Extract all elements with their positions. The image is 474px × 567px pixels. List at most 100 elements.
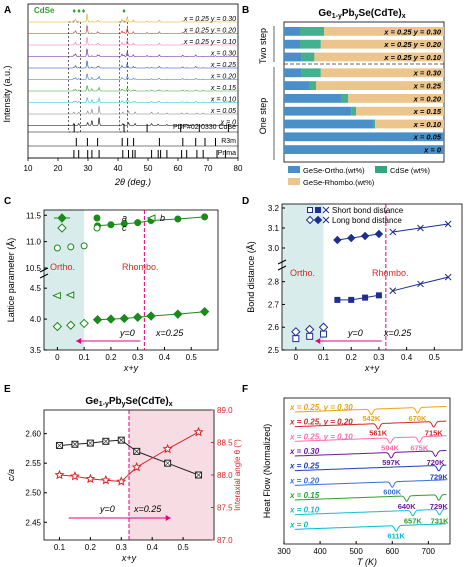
legend-marker-b [322,206,330,214]
xrd-curve [28,85,238,92]
data-point-ca-x [87,439,94,447]
y-axis-label-c: Lattice parameter (Å) [6,238,16,323]
data-point-ca-x [102,438,110,445]
formula-part: x [169,401,173,408]
x-axis-label-e: x+y [121,553,137,563]
xrd-series-labels: x = 0.25 y = 0.30 x = 0.25 y = 0.20 x = 0.… [183,16,236,127]
data-point [360,231,370,241]
y-tick-label-c: 4.0 [30,315,42,324]
peak-label: 731K [431,517,450,526]
data-point-c [120,220,128,228]
phase-bar [316,81,444,90]
formula-title-b: Ge1-yPbySe(CdTe)x [318,8,405,20]
data-point-a [119,313,130,324]
panel-b: B Ge1-yPbySe(CdTe)x x = 0.25 y = 0.30x =… [242,5,445,187]
legend-marker-b [322,216,330,224]
x-tick-label-e: 0.1 [54,543,66,552]
xrd-series-label: x = 0.05 [210,108,236,115]
formula-part: Ge [85,396,99,407]
xrd-series-label: x = 0.30 [210,51,236,58]
data-point-a [132,312,143,322]
data-point-theta [162,443,173,454]
x-tick-label-a: 80 [234,164,243,173]
panel-letter-b: B [242,5,249,16]
x-axis-a: 10 20 30 40 50 60 70 80 [24,158,243,173]
peak-label: 597K [382,458,401,467]
data-point-theta [54,469,65,480]
legend-label: Long bond distance [332,216,402,225]
panel-letter-a: A [4,5,11,16]
x-tick-label-d: 0.1 [318,353,330,362]
data-point-theta [85,473,96,484]
y-tick-label-right-e: 89.0 [217,406,233,415]
x-tick-label-e: 0.3 [116,543,128,552]
x-tick-label-d: 0.3 [373,353,385,362]
panel-letter-f: F [242,384,248,395]
data-point-c [67,243,75,251]
y-tick-label-c: 3.5 [30,346,42,355]
xrd-series-label: x = 0.25 y = 0.30 [183,16,236,23]
dsc-series-label: x = 0.25, y = 0.10 [289,432,353,441]
phase-bar [375,119,444,129]
xrd-curve [28,36,238,46]
x-tick-label-c: 0.3 [132,353,144,362]
reference-label: Pnma [218,150,236,157]
panel-letter-d: D [242,196,249,207]
y-tick-label-d: 2.8 [268,278,280,287]
plot-frame-f [283,397,451,545]
peak-label: 600K [383,487,402,496]
peak-label: 594K [381,443,400,452]
y-tick-label-d: 3.2 [268,204,280,213]
data-point-theta [193,426,204,437]
legend-marker-c [93,214,101,222]
x-tick-label-a: 10 [24,164,33,173]
dsc-curve [294,420,447,430]
x-tick-label-d: 0.4 [401,353,413,362]
dsc-curve [294,494,447,503]
cdse-marker: ♦ [82,8,86,15]
dsc-series-label: x = 0 [289,520,309,529]
label-y0: y=0 [119,328,135,338]
xrd-curves: ♦ ♦ ♦ ♦ [28,8,238,133]
legend-label: CdSe (wt%) [390,166,431,175]
data-point [417,224,424,232]
data-point-ca-x [133,448,140,455]
y-tick-label-e: 2.60 [25,430,41,439]
data-point-b [444,273,452,281]
phase-bar [284,145,444,154]
dsc-series-label: x = 0.20 [289,476,320,485]
data-point [374,229,384,239]
series-line [337,233,379,241]
phase-bar [300,27,324,36]
xrd-series-label: x = 0.25 [210,62,236,69]
y-axis-label-e: c/a [6,469,16,481]
data-point [292,335,300,343]
y-axis-label-right-e: Interaxial angle θ (°) [233,439,242,511]
legend-swatch [288,178,300,185]
y-tick-label-right-e: 87.5 [217,504,233,513]
bar-category-label: x = 0.30 [413,69,442,78]
data-point-theta [131,461,142,472]
y-tick-label-c: 11.5 [26,211,42,220]
legend-marker-b [146,214,156,222]
legend-label-c: c [122,223,127,233]
dsc-curve [294,523,447,532]
y-tick-label-c: 10.5 [25,264,41,273]
data-point [348,296,355,303]
label-x025: x=0.25 [133,504,162,514]
xrd-curve [28,73,238,80]
data-point [306,332,314,340]
data-point-ca-x [195,471,202,479]
phase-bar [284,81,310,90]
peak-label: 729K [430,473,449,482]
y-tick-label-e: 2.55 [25,459,41,468]
x-tick-label-c: 0.5 [186,353,198,362]
x-tick-label-a: 30 [84,164,93,173]
plot-d: Ortho. Rhombo. y=0 x=0.25 0 0.1 0.2 0.3 0.4 0.5 2.… [246,203,463,373]
xrd-series-label: x = 0.25 y = 0.20 [183,28,236,35]
formula-part: y [122,401,126,408]
dsc-curve [294,406,447,416]
label-rhombo: Rhombo. [372,268,409,278]
data-point [304,324,315,335]
data-point-b [52,291,61,300]
